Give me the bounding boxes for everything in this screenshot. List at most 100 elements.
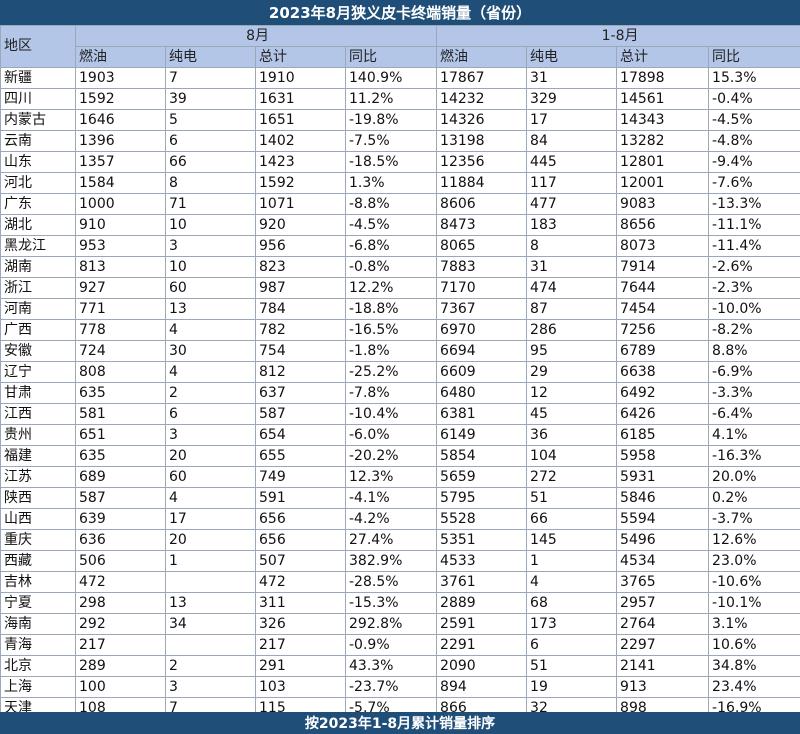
ytd-ev-cell: 329 bbox=[526, 88, 618, 110]
ytd-fuel-cell: 2889 bbox=[436, 592, 528, 614]
ytd-fuel-header: 燃油 bbox=[436, 46, 528, 68]
aug-total-cell: 637 bbox=[255, 382, 346, 404]
aug-fuel-cell: 1646 bbox=[75, 109, 166, 131]
aug-fuel-cell: 927 bbox=[75, 277, 166, 299]
aug-ev-cell: 1 bbox=[165, 550, 256, 572]
ytd-fuel-cell: 8473 bbox=[436, 214, 528, 236]
aug-yoy-cell: 43.3% bbox=[344, 655, 438, 677]
aug-ev-cell: 39 bbox=[165, 88, 256, 110]
aug-total-cell: 823 bbox=[255, 256, 346, 278]
ytd-ev-cell: 51 bbox=[526, 655, 618, 677]
table-row: 吉林 472 472 -28.5% 3761 4 3765 -10.6% bbox=[0, 571, 800, 593]
ytd-total-cell: 4534 bbox=[616, 550, 710, 572]
table-row: 安徽 724 30 754 -1.8% 6694 95 6789 8.8% bbox=[0, 340, 800, 362]
aug-total-cell: 812 bbox=[255, 361, 346, 383]
ytd-ev-cell: 145 bbox=[526, 529, 618, 551]
aug-yoy-cell: -6.8% bbox=[344, 235, 438, 257]
aug-yoy-cell: -4.1% bbox=[344, 487, 438, 509]
table-row: 甘肃 635 2 637 -7.8% 6480 12 6492 -3.3% bbox=[0, 382, 800, 404]
aug-fuel-cell: 217 bbox=[75, 634, 166, 656]
aug-total-cell: 103 bbox=[255, 676, 346, 698]
region-cell: 甘肃 bbox=[0, 382, 76, 404]
aug-yoy-cell: -25.2% bbox=[344, 361, 438, 383]
ytd-yoy-cell: -6.9% bbox=[708, 361, 800, 383]
ytd-fuel-cell: 8606 bbox=[436, 193, 528, 215]
table-header: 地区 8月 1-8月 燃油 纯电 总计 同比 燃油 纯电 总计 同比 bbox=[0, 25, 800, 68]
aug-ev-cell: 60 bbox=[165, 466, 256, 488]
ytd-yoy-cell: 15.3% bbox=[708, 67, 800, 89]
aug-ev-cell: 6 bbox=[165, 130, 256, 152]
ytd-total-cell: 913 bbox=[616, 676, 710, 698]
region-cell: 黑龙江 bbox=[0, 235, 76, 257]
region-cell: 北京 bbox=[0, 655, 76, 677]
table-row: 重庆 636 20 656 27.4% 5351 145 5496 12.6% bbox=[0, 529, 800, 551]
ytd-ev-cell: 19 bbox=[526, 676, 618, 698]
ytd-total-cell: 5931 bbox=[616, 466, 710, 488]
ytd-fuel-cell: 8065 bbox=[436, 235, 528, 257]
ytd-yoy-cell: -2.3% bbox=[708, 277, 800, 299]
sort-note: 按2023年1-8月累计销量排序 bbox=[0, 712, 800, 734]
ytd-ev-cell: 1 bbox=[526, 550, 618, 572]
ytd-yoy-cell: 10.6% bbox=[708, 634, 800, 656]
ytd-fuel-cell: 2591 bbox=[436, 613, 528, 635]
ytd-yoy-cell: 23.0% bbox=[708, 550, 800, 572]
ytd-total-cell: 14561 bbox=[616, 88, 710, 110]
table-row: 福建 635 20 655 -20.2% 5854 104 5958 -16.3% bbox=[0, 445, 800, 467]
table-row: 陕西 587 4 591 -4.1% 5795 51 5846 0.2% bbox=[0, 487, 800, 509]
aug-fuel-cell: 1903 bbox=[75, 67, 166, 89]
ytd-total-cell: 9083 bbox=[616, 193, 710, 215]
ytd-fuel-cell: 12356 bbox=[436, 151, 528, 173]
ytd-total-cell: 3765 bbox=[616, 571, 710, 593]
region-cell: 浙江 bbox=[0, 277, 76, 299]
region-cell: 河南 bbox=[0, 298, 76, 320]
aug-total-cell: 956 bbox=[255, 235, 346, 257]
aug-ev-cell: 13 bbox=[165, 298, 256, 320]
region-cell: 广东 bbox=[0, 193, 76, 215]
aug-yoy-cell: -0.8% bbox=[344, 256, 438, 278]
ytd-fuel-cell: 5351 bbox=[436, 529, 528, 551]
table-row: 北京 289 2 291 43.3% 2090 51 2141 34.8% bbox=[0, 655, 800, 677]
ytd-total-cell: 5958 bbox=[616, 445, 710, 467]
ytd-ev-cell: 445 bbox=[526, 151, 618, 173]
ytd-yoy-cell: -3.3% bbox=[708, 382, 800, 404]
table-row: 西藏 506 1 507 382.9% 4533 1 4534 23.0% bbox=[0, 550, 800, 572]
table-row: 新疆 1903 7 1910 140.9% 17867 31 17898 15.3% bbox=[0, 67, 800, 89]
aug-total-cell: 1423 bbox=[255, 151, 346, 173]
region-cell: 宁夏 bbox=[0, 592, 76, 614]
aug-fuel-cell: 1396 bbox=[75, 130, 166, 152]
aug-ev-cell: 6 bbox=[165, 403, 256, 425]
aug-ev-cell: 7 bbox=[165, 67, 256, 89]
ytd-total-cell: 7454 bbox=[616, 298, 710, 320]
aug-total-cell: 217 bbox=[255, 634, 346, 656]
ytd-total-cell: 14343 bbox=[616, 109, 710, 131]
aug-ev-cell: 2 bbox=[165, 382, 256, 404]
ytd-fuel-cell: 5854 bbox=[436, 445, 528, 467]
aug-yoy-cell: 140.9% bbox=[344, 67, 438, 89]
ytd-yoy-cell: 0.2% bbox=[708, 487, 800, 509]
aug-yoy-cell: -23.7% bbox=[344, 676, 438, 698]
ytd-yoy-cell: -10.1% bbox=[708, 592, 800, 614]
aug-fuel-cell: 1592 bbox=[75, 88, 166, 110]
aug-ev-cell bbox=[165, 634, 256, 656]
aug-ev-cell: 10 bbox=[165, 214, 256, 236]
ytd-yoy-cell: -10.0% bbox=[708, 298, 800, 320]
ytd-total-cell: 6492 bbox=[616, 382, 710, 404]
aug-fuel-cell: 771 bbox=[75, 298, 166, 320]
ytd-total-cell: 5846 bbox=[616, 487, 710, 509]
ytd-yoy-cell: -3.7% bbox=[708, 508, 800, 530]
ytd-ev-cell: 183 bbox=[526, 214, 618, 236]
ytd-yoy-cell: 3.1% bbox=[708, 613, 800, 635]
ytd-fuel-cell: 894 bbox=[436, 676, 528, 698]
ytd-yoy-cell: -8.2% bbox=[708, 319, 800, 341]
aug-ev-cell: 20 bbox=[165, 445, 256, 467]
ytd-yoy-cell: -9.4% bbox=[708, 151, 800, 173]
aug-fuel-cell: 724 bbox=[75, 340, 166, 362]
table-row: 山西 639 17 656 -4.2% 5528 66 5594 -3.7% bbox=[0, 508, 800, 530]
aug-yoy-cell: 12.3% bbox=[344, 466, 438, 488]
aug-fuel-cell: 292 bbox=[75, 613, 166, 635]
ytd-total-cell: 5594 bbox=[616, 508, 710, 530]
aug-ev-cell: 3 bbox=[165, 676, 256, 698]
region-cell: 山西 bbox=[0, 508, 76, 530]
aug-yoy-cell: -18.5% bbox=[344, 151, 438, 173]
ytd-ev-cell: 12 bbox=[526, 382, 618, 404]
